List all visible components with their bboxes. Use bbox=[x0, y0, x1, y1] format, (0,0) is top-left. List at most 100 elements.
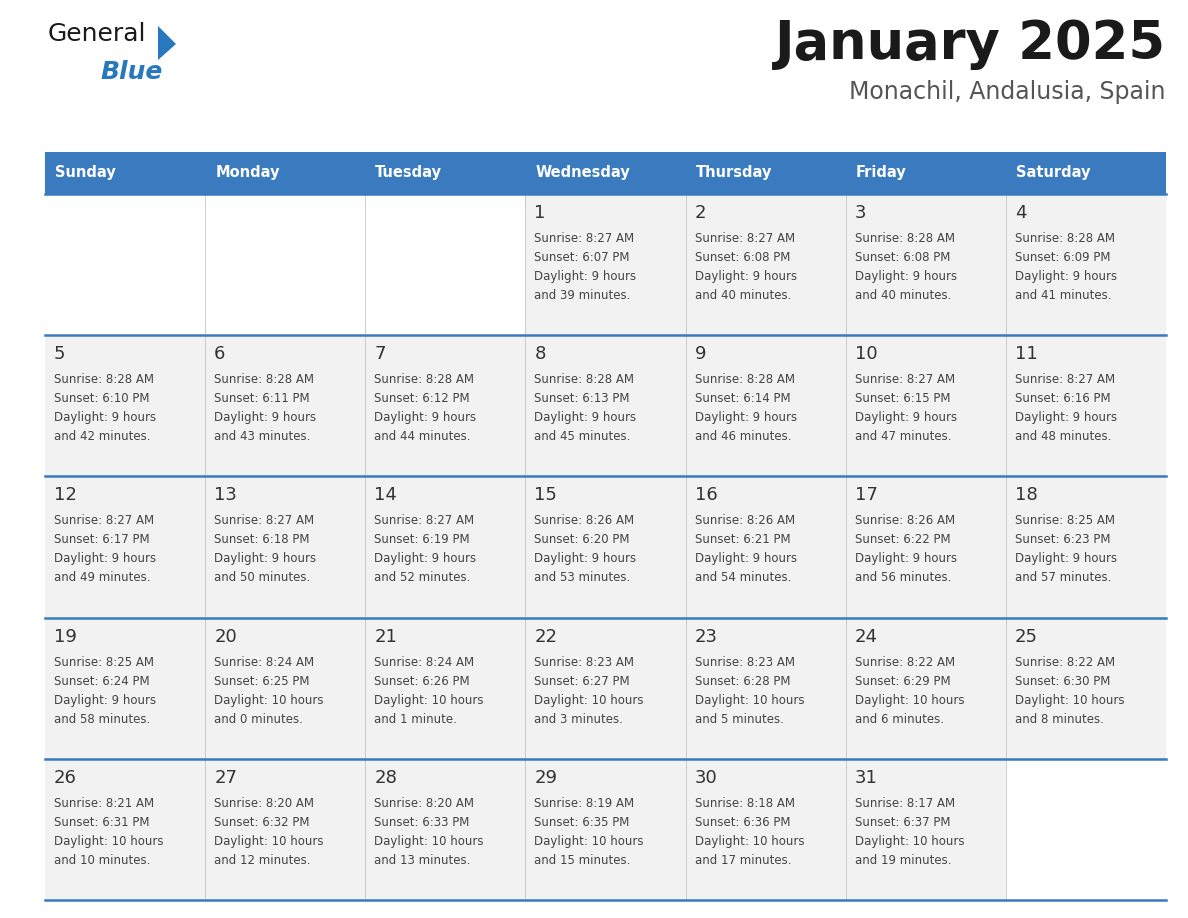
Text: and 8 minutes.: and 8 minutes. bbox=[1015, 712, 1104, 725]
Text: Friday: Friday bbox=[855, 165, 906, 181]
Text: and 15 minutes.: and 15 minutes. bbox=[535, 854, 631, 867]
Text: Sunset: 6:23 PM: Sunset: 6:23 PM bbox=[1015, 533, 1111, 546]
Text: Daylight: 10 hours: Daylight: 10 hours bbox=[854, 834, 965, 848]
Text: Daylight: 10 hours: Daylight: 10 hours bbox=[214, 694, 323, 707]
Text: 8: 8 bbox=[535, 345, 545, 364]
Text: Sunrise: 8:28 AM: Sunrise: 8:28 AM bbox=[1015, 232, 1114, 245]
Text: Sunrise: 8:22 AM: Sunrise: 8:22 AM bbox=[854, 655, 955, 668]
Text: Sunset: 6:31 PM: Sunset: 6:31 PM bbox=[53, 816, 150, 829]
Text: Daylight: 10 hours: Daylight: 10 hours bbox=[854, 694, 965, 707]
Text: 24: 24 bbox=[854, 628, 878, 645]
Text: 31: 31 bbox=[854, 768, 878, 787]
Text: 25: 25 bbox=[1015, 628, 1038, 645]
Text: Sunset: 6:21 PM: Sunset: 6:21 PM bbox=[695, 533, 790, 546]
Text: and 17 minutes.: and 17 minutes. bbox=[695, 854, 791, 867]
Text: and 3 minutes.: and 3 minutes. bbox=[535, 712, 624, 725]
Bar bbox=[45, 194, 206, 335]
Text: 5: 5 bbox=[53, 345, 65, 364]
Text: Sunset: 6:11 PM: Sunset: 6:11 PM bbox=[214, 392, 310, 405]
Bar bbox=[206, 194, 365, 335]
Text: Daylight: 9 hours: Daylight: 9 hours bbox=[535, 411, 637, 424]
Text: 1: 1 bbox=[535, 204, 545, 222]
Text: Sunday: Sunday bbox=[55, 165, 115, 181]
Text: and 19 minutes.: and 19 minutes. bbox=[854, 854, 952, 867]
Text: Daylight: 9 hours: Daylight: 9 hours bbox=[695, 553, 797, 565]
Text: 6: 6 bbox=[214, 345, 226, 364]
Text: Sunset: 6:08 PM: Sunset: 6:08 PM bbox=[695, 251, 790, 264]
Text: Daylight: 10 hours: Daylight: 10 hours bbox=[695, 694, 804, 707]
Text: Daylight: 9 hours: Daylight: 9 hours bbox=[695, 270, 797, 283]
Text: 18: 18 bbox=[1015, 487, 1037, 504]
Text: and 40 minutes.: and 40 minutes. bbox=[695, 289, 791, 302]
Text: Daylight: 9 hours: Daylight: 9 hours bbox=[535, 553, 637, 565]
Bar bbox=[45, 335, 1165, 476]
Text: Sunrise: 8:23 AM: Sunrise: 8:23 AM bbox=[695, 655, 795, 668]
Text: Sunrise: 8:27 AM: Sunrise: 8:27 AM bbox=[214, 514, 315, 528]
Text: Daylight: 9 hours: Daylight: 9 hours bbox=[1015, 270, 1117, 283]
Text: Sunrise: 8:27 AM: Sunrise: 8:27 AM bbox=[374, 514, 474, 528]
Text: Daylight: 9 hours: Daylight: 9 hours bbox=[374, 553, 476, 565]
Text: 9: 9 bbox=[695, 345, 706, 364]
Text: Sunset: 6:27 PM: Sunset: 6:27 PM bbox=[535, 675, 630, 688]
Text: 19: 19 bbox=[53, 628, 77, 645]
Text: Sunrise: 8:20 AM: Sunrise: 8:20 AM bbox=[214, 797, 314, 810]
Bar bbox=[45, 618, 1165, 759]
Text: Monachil, Andalusia, Spain: Monachil, Andalusia, Spain bbox=[849, 80, 1165, 104]
Text: 26: 26 bbox=[53, 768, 77, 787]
Text: Sunrise: 8:25 AM: Sunrise: 8:25 AM bbox=[53, 655, 154, 668]
Text: Sunrise: 8:23 AM: Sunrise: 8:23 AM bbox=[535, 655, 634, 668]
Text: Daylight: 10 hours: Daylight: 10 hours bbox=[374, 694, 484, 707]
Text: and 41 minutes.: and 41 minutes. bbox=[1015, 289, 1111, 302]
Text: Sunset: 6:32 PM: Sunset: 6:32 PM bbox=[214, 816, 310, 829]
Text: Daylight: 10 hours: Daylight: 10 hours bbox=[53, 834, 164, 848]
Text: Sunrise: 8:26 AM: Sunrise: 8:26 AM bbox=[695, 514, 795, 528]
Text: Sunrise: 8:27 AM: Sunrise: 8:27 AM bbox=[1015, 374, 1116, 386]
Text: General: General bbox=[48, 22, 146, 46]
Text: and 42 minutes.: and 42 minutes. bbox=[53, 431, 151, 443]
Text: 13: 13 bbox=[214, 487, 238, 504]
Text: 28: 28 bbox=[374, 768, 397, 787]
Text: Sunrise: 8:28 AM: Sunrise: 8:28 AM bbox=[854, 232, 955, 245]
Bar bbox=[45, 759, 1165, 900]
Text: and 58 minutes.: and 58 minutes. bbox=[53, 712, 150, 725]
Text: Daylight: 9 hours: Daylight: 9 hours bbox=[374, 411, 476, 424]
Text: and 13 minutes.: and 13 minutes. bbox=[374, 854, 470, 867]
Text: Daylight: 9 hours: Daylight: 9 hours bbox=[854, 270, 956, 283]
Text: 29: 29 bbox=[535, 768, 557, 787]
Text: Daylight: 9 hours: Daylight: 9 hours bbox=[1015, 411, 1117, 424]
Text: Daylight: 10 hours: Daylight: 10 hours bbox=[695, 834, 804, 848]
Text: Sunset: 6:24 PM: Sunset: 6:24 PM bbox=[53, 675, 150, 688]
Text: Sunset: 6:14 PM: Sunset: 6:14 PM bbox=[695, 392, 790, 405]
Text: and 47 minutes.: and 47 minutes. bbox=[854, 431, 952, 443]
Text: Sunrise: 8:28 AM: Sunrise: 8:28 AM bbox=[695, 374, 795, 386]
Text: Sunrise: 8:17 AM: Sunrise: 8:17 AM bbox=[854, 797, 955, 810]
Text: Sunrise: 8:18 AM: Sunrise: 8:18 AM bbox=[695, 797, 795, 810]
Text: Sunset: 6:35 PM: Sunset: 6:35 PM bbox=[535, 816, 630, 829]
Text: and 48 minutes.: and 48 minutes. bbox=[1015, 431, 1111, 443]
Text: and 44 minutes.: and 44 minutes. bbox=[374, 431, 470, 443]
Polygon shape bbox=[158, 26, 176, 60]
Text: Daylight: 9 hours: Daylight: 9 hours bbox=[214, 411, 316, 424]
Text: Daylight: 10 hours: Daylight: 10 hours bbox=[1015, 694, 1124, 707]
Text: Daylight: 9 hours: Daylight: 9 hours bbox=[535, 270, 637, 283]
Text: Sunset: 6:16 PM: Sunset: 6:16 PM bbox=[1015, 392, 1111, 405]
Bar bbox=[685, 152, 846, 194]
Text: 16: 16 bbox=[695, 487, 718, 504]
Text: Sunrise: 8:28 AM: Sunrise: 8:28 AM bbox=[535, 374, 634, 386]
Text: and 53 minutes.: and 53 minutes. bbox=[535, 571, 631, 585]
Text: 2: 2 bbox=[695, 204, 706, 222]
Text: Sunset: 6:15 PM: Sunset: 6:15 PM bbox=[854, 392, 950, 405]
Text: 3: 3 bbox=[854, 204, 866, 222]
Text: 10: 10 bbox=[854, 345, 878, 364]
Text: Sunset: 6:33 PM: Sunset: 6:33 PM bbox=[374, 816, 469, 829]
Text: and 43 minutes.: and 43 minutes. bbox=[214, 431, 310, 443]
Text: Daylight: 9 hours: Daylight: 9 hours bbox=[53, 411, 156, 424]
Bar bbox=[365, 194, 525, 335]
Text: and 12 minutes.: and 12 minutes. bbox=[214, 854, 310, 867]
Text: 17: 17 bbox=[854, 487, 878, 504]
Text: 15: 15 bbox=[535, 487, 557, 504]
Text: Sunset: 6:22 PM: Sunset: 6:22 PM bbox=[854, 533, 950, 546]
Bar bbox=[365, 152, 525, 194]
Text: and 45 minutes.: and 45 minutes. bbox=[535, 431, 631, 443]
Text: Sunset: 6:28 PM: Sunset: 6:28 PM bbox=[695, 675, 790, 688]
